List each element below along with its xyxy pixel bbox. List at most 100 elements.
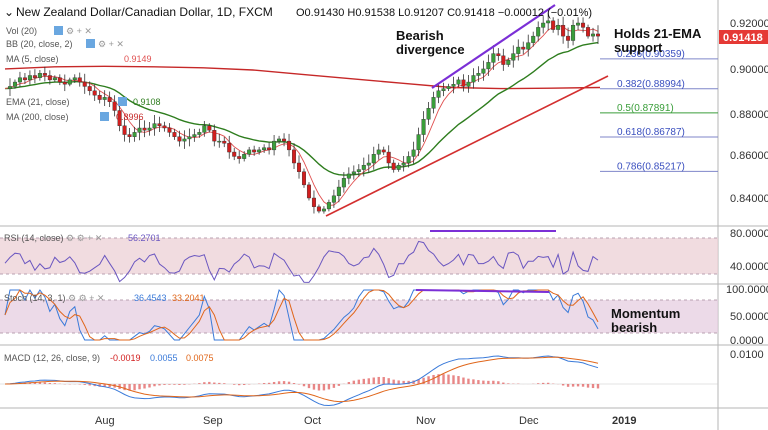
- candle-bull: [137, 127, 142, 133]
- visibility-eye-icon[interactable]: [100, 112, 109, 121]
- candle-bear: [62, 81, 67, 85]
- candle-bull: [37, 73, 42, 78]
- candle-bull: [202, 125, 207, 133]
- candle-bull: [486, 62, 491, 70]
- candle-bear: [391, 162, 396, 170]
- candle-bear: [77, 77, 82, 83]
- last-price-value: 0.91418: [723, 32, 763, 44]
- price-axis-label: 0.86000: [730, 150, 768, 162]
- fib-level-label: 0.786(0.85217): [617, 161, 685, 172]
- candle-bull: [416, 134, 421, 151]
- candle-bull: [247, 149, 252, 155]
- momentum-text-1: Momentum: [611, 306, 680, 321]
- macd-label: MACD (12, 26, close, 9): [4, 353, 100, 363]
- momentum-text-2: bearish: [611, 320, 657, 335]
- legend-ema21[interactable]: EMA (21, close) 0.9108: [6, 97, 161, 107]
- chart-title: New Zealand Dollar/Canadian Dollar, 1D, …: [16, 5, 273, 19]
- candle-bear: [117, 110, 122, 127]
- legend-ema21-label: EMA (21, close): [6, 97, 70, 107]
- candle-bull: [336, 186, 341, 197]
- fib-level-label: 0.236(0.90359): [617, 49, 685, 60]
- time-axis-label: Nov: [416, 415, 436, 427]
- candle-bull: [571, 24, 576, 41]
- candle-bull: [277, 138, 282, 142]
- price-axis-label: 0.84000: [730, 193, 768, 205]
- candle-bull: [401, 162, 406, 166]
- candle-bear: [306, 184, 311, 199]
- stoch-label: Stoch (14, 3, 1): [4, 293, 66, 303]
- candle-bear: [596, 33, 601, 37]
- candle-bear: [551, 20, 556, 30]
- holds-ema-text-1: Holds 21-EMA: [614, 26, 702, 41]
- candle-bear: [57, 77, 62, 83]
- candle-bear: [162, 125, 167, 129]
- time-axis-label: Aug: [95, 415, 115, 427]
- candle-bear: [112, 101, 117, 111]
- candle-bear: [127, 134, 132, 137]
- legend-ema21-value: 0.9108: [133, 97, 161, 107]
- legend-ma5-label: MA (5, close): [6, 54, 59, 64]
- candle-bear: [282, 138, 287, 142]
- macd-signal-line: [5, 356, 599, 403]
- candle-bull: [102, 97, 107, 100]
- candle-bear: [82, 81, 87, 87]
- candle-bull: [242, 154, 247, 159]
- candle-bull: [506, 59, 511, 65]
- candle-bull: [12, 81, 17, 87]
- stoch-axis-label: 50.0000: [730, 311, 768, 323]
- legend-ma200[interactable]: MA (200, close) 0.8996: [6, 112, 144, 122]
- price-divergence-line: [431, 4, 556, 89]
- rsi-settings-icon[interactable]: ⚙ ⚙ + ✕: [66, 233, 102, 243]
- candle-bear: [222, 140, 227, 144]
- legend-bb[interactable]: BB (20, close, 2) ⚙ + ✕: [6, 39, 124, 49]
- last-price-badge: [719, 30, 768, 44]
- candle-bear: [142, 127, 147, 131]
- legend-vol[interactable]: Vol (20) ⚙ + ✕: [6, 26, 92, 36]
- candle-bear: [207, 125, 212, 131]
- time-axis-label: 2019: [612, 415, 636, 427]
- stoch-d-value: 33.2041: [172, 293, 205, 303]
- macd-hist-value: -0.0019: [110, 353, 141, 363]
- collapse-chevron-icon[interactable]: ⌄: [4, 5, 14, 19]
- legend-ma200-value: 0.8996: [116, 112, 144, 122]
- candle-bear: [381, 149, 386, 153]
- fib-level-label: 0.382(0.88994): [617, 79, 685, 90]
- candle-bull: [576, 22, 581, 26]
- visibility-eye-icon[interactable]: [118, 97, 127, 106]
- candle-bull: [197, 132, 202, 135]
- candle-bull: [396, 164, 401, 170]
- visibility-eye-icon[interactable]: [54, 26, 63, 35]
- visibility-eye-icon[interactable]: [86, 39, 95, 48]
- candle-bull: [192, 134, 197, 137]
- candle-bear: [47, 75, 52, 81]
- candle-bear: [97, 94, 102, 100]
- price-axis-label: 0.92000: [730, 18, 768, 30]
- rsi-band: [0, 238, 718, 274]
- candle-bull: [471, 75, 476, 83]
- bearish-divergence-text-2: divergence: [396, 42, 465, 57]
- candle-bear: [267, 147, 272, 151]
- candle-bear: [22, 77, 27, 81]
- legend-settings-icon[interactable]: ⚙ + ✕: [66, 26, 92, 36]
- legend-ma5[interactable]: MA (5, close) 0.9149: [6, 54, 152, 64]
- candle-bear: [461, 79, 466, 87]
- stoch-settings-icon[interactable]: ⚙ ⚙ + ✕: [68, 293, 104, 303]
- candle-bull: [371, 154, 376, 164]
- fib-level-label: 0.618(0.86787): [617, 127, 685, 138]
- candle-bull: [436, 90, 441, 98]
- candle-bull: [511, 53, 516, 61]
- candle-bear: [316, 206, 321, 212]
- candle-bull: [556, 24, 561, 30]
- candle-bull: [456, 79, 461, 85]
- legend-settings-icon[interactable]: ⚙ + ✕: [98, 39, 124, 49]
- candle-bear: [92, 90, 97, 96]
- candle-bear: [212, 129, 217, 142]
- macd-line-value: 0.0055: [150, 353, 178, 363]
- candle-bull: [366, 162, 371, 166]
- candle-bull: [321, 208, 326, 212]
- rsi-value: 56.2701: [128, 233, 161, 243]
- candle-bear: [227, 143, 232, 153]
- candle-bear: [311, 197, 316, 207]
- ma5-line: [4, 24, 599, 206]
